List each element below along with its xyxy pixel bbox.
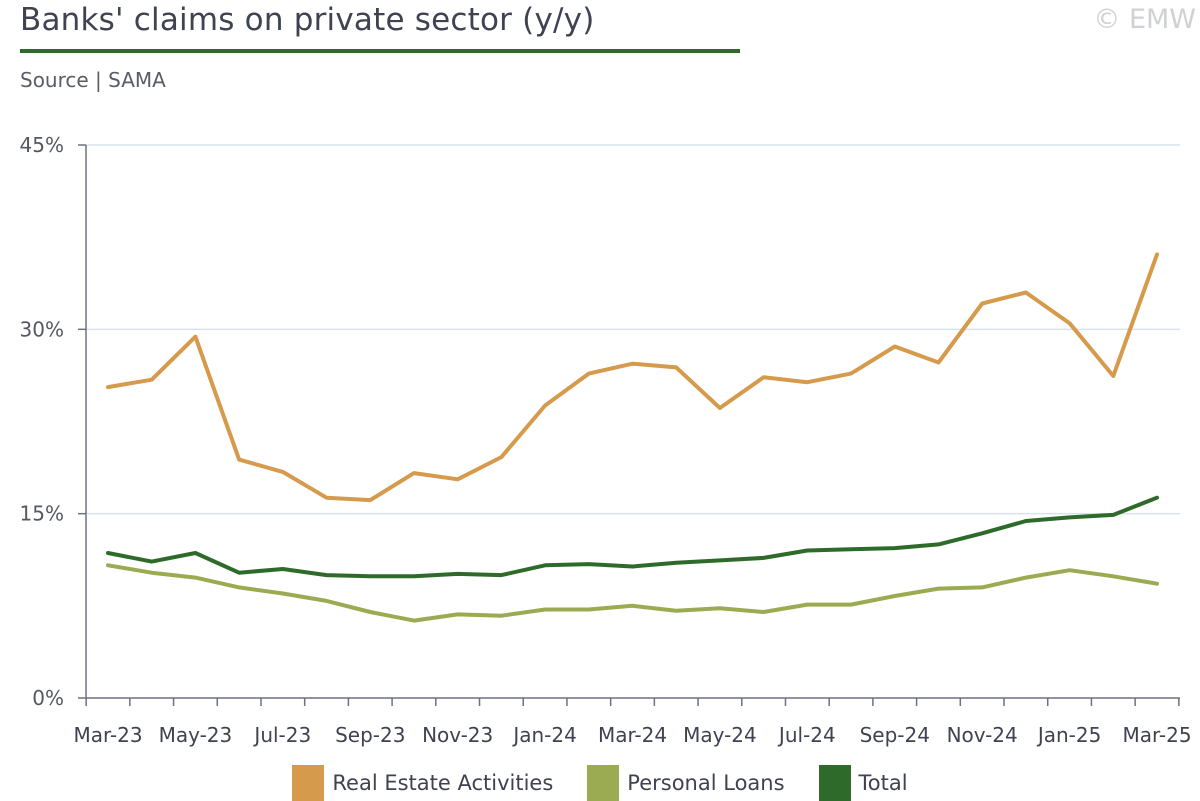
- x-tick-label: May-23: [159, 723, 233, 747]
- chart-legend: Real Estate Activities Personal Loans To…: [0, 765, 1200, 801]
- x-tick-label: Jan-24: [511, 723, 577, 747]
- y-tick-label: 15%: [20, 502, 64, 526]
- x-tick-label: May-24: [683, 723, 757, 747]
- legend-label-personal-loans: Personal Loans: [627, 771, 785, 795]
- x-tick-label: Nov-23: [422, 723, 493, 747]
- x-tick-label: Jan-25: [1036, 723, 1102, 747]
- source-label: Source | SAMA: [20, 68, 166, 92]
- y-tick-label: 30%: [20, 317, 64, 341]
- copyright-label: © EMW: [1093, 4, 1196, 35]
- series-line-total: [106, 495, 1159, 579]
- legend-swatch-real-estate: [292, 765, 325, 801]
- x-tick-label: Mar-25: [1122, 723, 1191, 747]
- legend-item-real-estate: Real Estate Activities: [292, 765, 553, 801]
- x-tick-label: Mar-23: [73, 723, 142, 747]
- series-line-real-estate-activities: [106, 252, 1159, 503]
- legend-label-real-estate: Real Estate Activities: [332, 771, 554, 795]
- legend-label-total: Total: [858, 771, 908, 795]
- x-tick-label: Nov-24: [947, 723, 1018, 747]
- x-tick-label: Jul-23: [252, 723, 311, 747]
- legend-swatch-personal-loans: [587, 765, 620, 801]
- chart-title: Banks' claims on private sector (y/y): [20, 2, 595, 38]
- y-tick-label: 45%: [20, 133, 64, 157]
- legend-item-personal-loans: Personal Loans: [587, 765, 785, 801]
- legend-item-total: Total: [818, 765, 908, 801]
- x-tick-label: Jul-24: [777, 723, 836, 747]
- x-tick-label: Mar-24: [598, 723, 667, 747]
- legend-swatch-total: [818, 765, 851, 801]
- title-underline: [20, 49, 740, 53]
- y-tick-label: 0%: [32, 686, 64, 710]
- series-line-personal-loans: [106, 563, 1159, 623]
- x-tick-label: Sep-23: [335, 723, 405, 747]
- x-tick-label: Sep-24: [860, 723, 930, 747]
